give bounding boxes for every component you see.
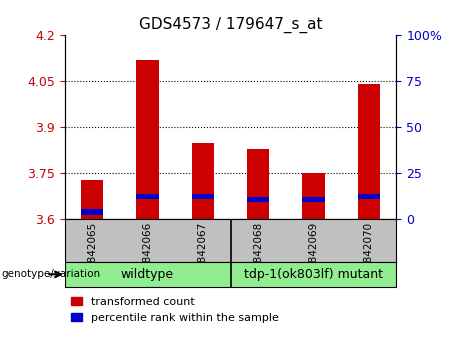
Text: GSM842066: GSM842066 (142, 222, 153, 285)
Bar (247, 197, 269, 202)
Text: wildtype: wildtype (121, 268, 174, 281)
Text: tdp-1(ok803lf) mutant: tdp-1(ok803lf) mutant (244, 268, 383, 281)
Bar (358, 85, 380, 219)
Bar (358, 194, 380, 199)
Bar (302, 173, 325, 219)
Legend: transformed count, percentile rank within the sample: transformed count, percentile rank withi… (67, 292, 284, 327)
Text: GSM842067: GSM842067 (198, 222, 208, 285)
Bar (192, 143, 214, 219)
Text: GSM842065: GSM842065 (87, 222, 97, 285)
Bar (81, 179, 103, 219)
Bar (192, 194, 214, 199)
Text: GSM842070: GSM842070 (364, 222, 374, 285)
Text: GSM842068: GSM842068 (253, 222, 263, 285)
Bar (81, 209, 103, 215)
Bar (136, 194, 159, 199)
Title: GDS4573 / 179647_s_at: GDS4573 / 179647_s_at (139, 16, 322, 33)
Bar (136, 60, 159, 219)
Bar (247, 149, 269, 219)
Text: GSM842069: GSM842069 (308, 222, 319, 285)
Bar (302, 197, 325, 202)
Text: genotype/variation: genotype/variation (1, 269, 100, 279)
